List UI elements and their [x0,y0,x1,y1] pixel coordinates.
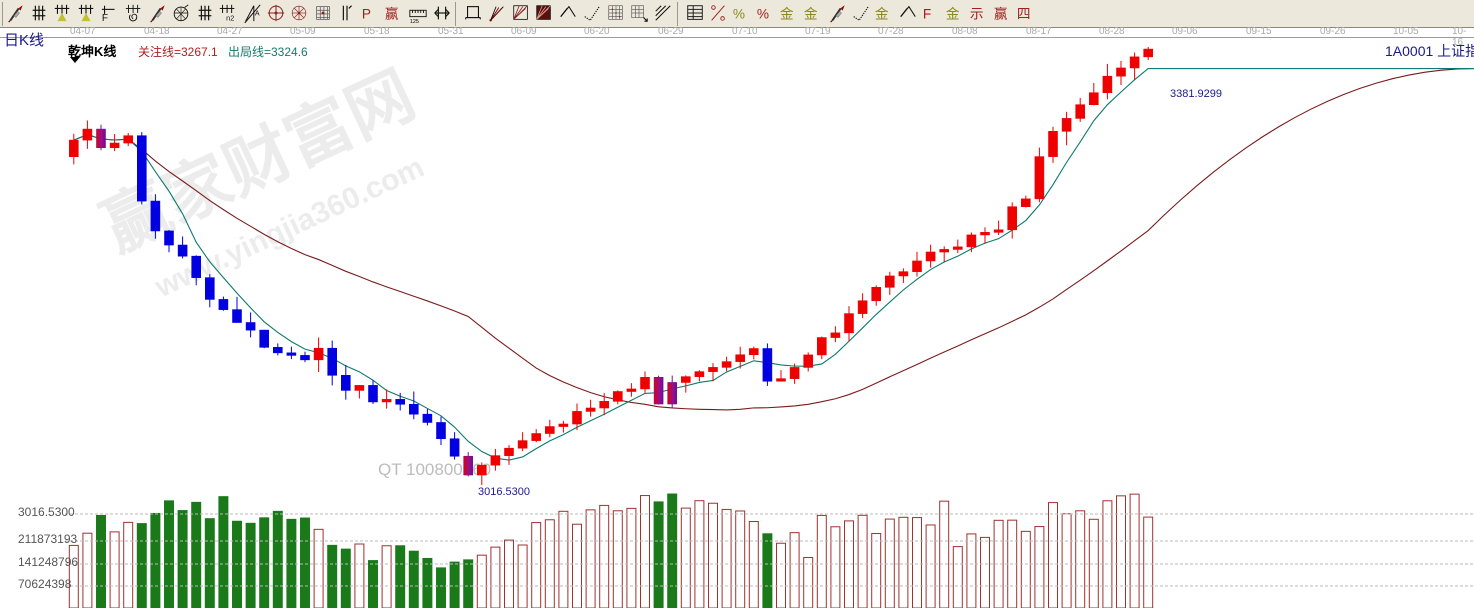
svg-text:n2: n2 [226,13,234,22]
svg-text:P: P [361,6,370,21]
svg-text:F: F [923,6,931,21]
svg-text:125: 125 [410,19,419,23]
svg-text:示: 示 [970,6,984,21]
svg-text:金: 金 [875,6,889,21]
svg-text:赢: 赢 [994,5,1008,21]
svg-text:赢: 赢 [385,5,399,21]
svg-text:金: 金 [946,6,960,21]
svg-text:A: A [255,9,260,18]
svg-text:金: 金 [780,6,794,21]
svg-text:%: % [757,6,769,21]
svg-text:四: 四 [1017,6,1031,21]
svg-text:%: % [733,6,745,21]
svg-text:F: F [102,13,108,23]
svg-text:金: 金 [804,6,818,21]
